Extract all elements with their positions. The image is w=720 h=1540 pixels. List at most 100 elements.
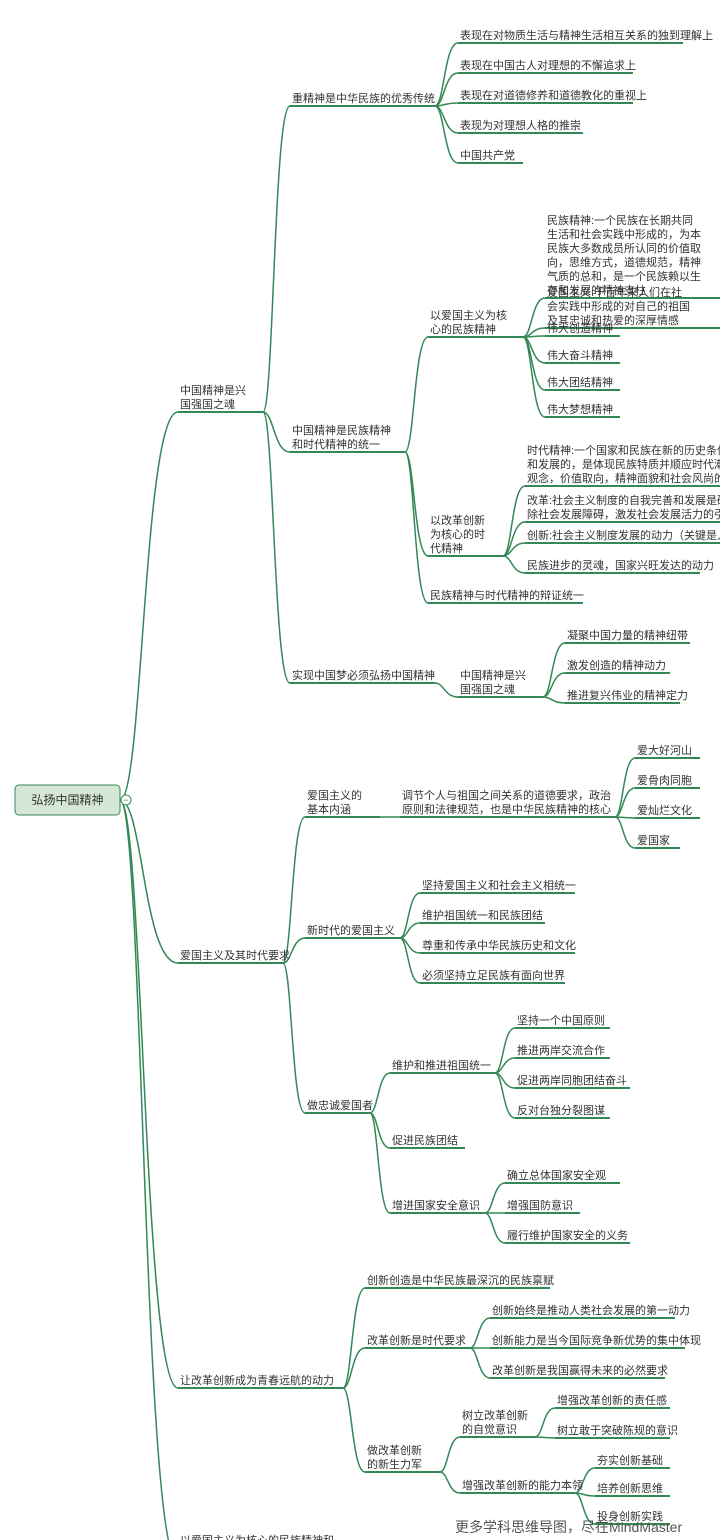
connector	[440, 1437, 460, 1472]
connector	[543, 643, 565, 697]
node-label: 时代精神:一个国家和民族在新的历史条件下形成	[527, 443, 720, 457]
node-label: 尊重和传承中华民族历史和文化	[422, 938, 576, 952]
node-label: 以爱国主义为核心的民族精神和	[180, 1533, 334, 1540]
connector	[440, 1472, 460, 1493]
node-label: 新时代的爱国主义	[307, 923, 395, 937]
node-label: 基本内涵	[307, 802, 351, 816]
connector	[435, 683, 458, 697]
node-label: 增进国家安全意识	[392, 1198, 480, 1212]
node-label: 国强国之魂	[460, 682, 515, 696]
connector	[470, 1348, 490, 1378]
connector	[485, 1183, 505, 1213]
node-label: 改革创新是我国赢得未来的必然要求	[492, 1363, 668, 1377]
connector	[263, 412, 290, 683]
node-label: 中国精神是兴	[460, 668, 526, 682]
node-label: 坚持爱国主义和社会主义相统一	[422, 878, 576, 892]
node-label: 确立总体国家安全观	[507, 1168, 606, 1182]
node-label: 原则和法律规范，也是中华民族精神的核心	[402, 802, 611, 816]
node-label: 的新生力军	[367, 1457, 422, 1471]
node-label: 观念，价值取向，精神面貌和社会风尚的总和	[527, 471, 720, 485]
connector	[495, 1028, 515, 1073]
node-label: 让改革创新成为青春远航的动力	[180, 1373, 334, 1387]
node-label: 维护和推进祖国统一	[392, 1058, 491, 1072]
node-label: 伟大奋斗精神	[547, 348, 613, 362]
node-label: 民族精神与时代精神的辩证统一	[430, 588, 584, 602]
node-label: 调节个人与祖国之间关系的道德要求，政治	[402, 788, 611, 802]
node-label: 中国精神是兴	[180, 383, 246, 397]
node-label: 推进两岸交流合作	[517, 1043, 605, 1057]
node-label: 增强改革创新的能力本领	[462, 1478, 583, 1492]
node-label: 爱国主义:千百年来人们在社	[547, 285, 682, 299]
node-label: 改革创新是时代要求	[367, 1333, 466, 1347]
node-label: 夯实创新基础	[597, 1453, 663, 1467]
connector	[615, 817, 635, 848]
node-label: 凝聚中国力量的精神纽带	[567, 628, 688, 642]
node-label: 的自觉意识	[462, 1422, 517, 1436]
connector	[503, 486, 525, 556]
connector	[405, 337, 428, 452]
node-label: 增强国防意识	[507, 1198, 573, 1212]
connector	[405, 452, 428, 603]
node-label: 爱灿烂文化	[637, 803, 692, 817]
footer-text: 更多学科思维导图，尽在MindMaster	[455, 1519, 682, 1535]
node-label: 以改革创新	[430, 513, 485, 527]
node-label: 和时代精神的统一	[292, 437, 380, 451]
node-label: 促进两岸同胞团结奋斗	[517, 1073, 627, 1087]
node-label: 促进民族团结	[392, 1133, 458, 1147]
node-label: 实现中国梦必须弘扬中国精神	[292, 668, 435, 682]
connector	[535, 1408, 555, 1437]
node-label: 伟大梦想精神	[547, 402, 613, 416]
node-label: 中国共产党	[460, 148, 515, 162]
node-label: 爱国主义的	[307, 788, 362, 802]
node-label: 生活和社会实践中形成的，为本	[547, 227, 701, 241]
connector	[523, 337, 545, 390]
connector	[535, 1437, 555, 1438]
node-label: 爱国主义及其时代要求	[180, 949, 290, 962]
connector	[523, 337, 545, 417]
node-label: 表现在对物质生活与精神生活相互关系的独到理解上	[460, 28, 713, 42]
connector	[120, 412, 178, 800]
node-label: 向，思维方式，道德规范，精神	[547, 255, 701, 269]
node-label: 爱骨肉同胞	[637, 774, 692, 787]
node-label: 会实践中形成的对自己的祖国	[547, 299, 690, 313]
node-label: 反对台独分裂图谋	[517, 1103, 605, 1117]
connector	[120, 800, 178, 963]
node-label: 培养创新思维	[597, 1481, 663, 1495]
connector	[343, 1388, 365, 1472]
connector	[503, 556, 525, 573]
node-label: 伟大创造精神	[547, 321, 613, 335]
node-label: 树立敢于突破陈规的意识	[557, 1423, 678, 1437]
node-label: 爱大好河山	[637, 743, 692, 757]
node-label: 维护祖国统一和民族团结	[422, 908, 543, 922]
root-label: 弘扬中国精神	[31, 792, 103, 807]
node-label: 中国精神是民族精神	[292, 423, 391, 437]
node-label: 创新能力是当今国际竞争新优势的集中体现	[492, 1333, 701, 1347]
node-label: 创新:社会主义制度发展的动力（关键是人才）	[527, 528, 720, 542]
node-label: 坚持一个中国原则	[517, 1013, 605, 1027]
connector	[400, 938, 420, 983]
node-label: 创新创造是中华民族最深沉的民族禀赋	[367, 1273, 554, 1287]
node-label: 除社会发展障碍，激发社会发展活力的引擎	[527, 507, 720, 521]
node-label: 代精神	[430, 541, 463, 555]
node-label: 表现在对道德修养和道德教化的重视上	[460, 88, 647, 102]
connector	[543, 697, 565, 703]
node-label: 增强改革创新的责任感	[557, 1393, 667, 1407]
connector	[495, 1073, 515, 1118]
node-label: 做改革创新	[367, 1443, 422, 1457]
connector	[283, 963, 305, 1113]
node-label: 创新始终是推动人类社会发展的第一动力	[492, 1303, 690, 1317]
connector	[283, 817, 305, 963]
node-label: 民族进步的灵魂，国家兴旺发达的动力	[527, 558, 714, 572]
node-label: 为核心的时	[430, 527, 485, 541]
node-label: 气质的总和，是一个民族赖以生	[547, 269, 701, 283]
connector	[435, 106, 458, 163]
node-label: 伟大团结精神	[547, 375, 613, 389]
node-label: 重精神是中华民族的优秀传统	[292, 91, 435, 105]
node-label: 履行维护国家安全的义务	[507, 1228, 628, 1242]
node-label: 爱国家	[637, 833, 670, 847]
svg-text:−: −	[123, 795, 128, 805]
node-label: 改革:社会主义制度的自我完善和发展是破	[527, 493, 720, 507]
mindmap-diagram: 弘扬中国精神−中国精神是兴国强国之魂重精神是中华民族的优秀传统表现在对物质生活与…	[0, 0, 720, 1540]
node-label: 树立改革创新	[462, 1408, 528, 1422]
node-label: 推进复兴伟业的精神定力	[567, 688, 688, 702]
